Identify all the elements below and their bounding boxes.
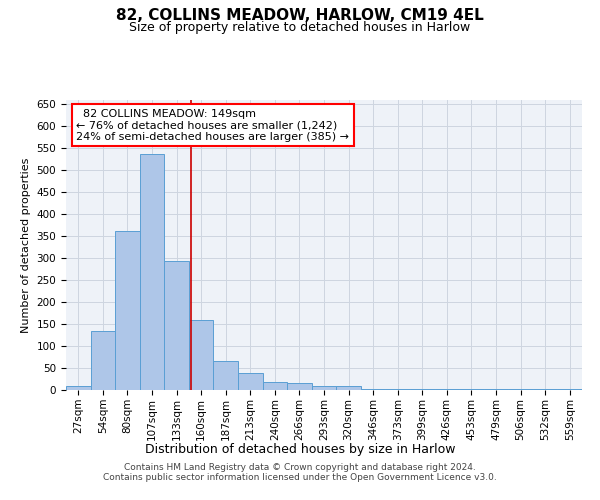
Bar (263, 382, 287, 390)
Bar (164, 262, 189, 390)
Text: Contains public sector information licensed under the Open Government Licence v3: Contains public sector information licen… (103, 472, 497, 482)
Text: Contains HM Land Registry data © Crown copyright and database right 2024.: Contains HM Land Registry data © Crown c… (124, 462, 476, 471)
Bar (238, 374, 263, 390)
Bar (410, 388, 434, 390)
Bar (533, 388, 557, 390)
Bar (557, 388, 582, 390)
Y-axis label: Number of detached properties: Number of detached properties (21, 158, 31, 332)
Bar (385, 388, 410, 390)
Bar (459, 388, 484, 390)
Bar (91, 330, 115, 390)
Bar (214, 360, 238, 390)
Bar (434, 388, 459, 390)
Bar (484, 388, 508, 390)
Text: Size of property relative to detached houses in Harlow: Size of property relative to detached ho… (130, 21, 470, 34)
Bar (508, 388, 533, 390)
Bar (115, 231, 140, 390)
Text: 82 COLLINS MEADOW: 149sqm
← 76% of detached houses are smaller (1,242)
24% of se: 82 COLLINS MEADOW: 149sqm ← 76% of detac… (76, 108, 349, 142)
Bar (336, 386, 361, 390)
Bar (66, 386, 91, 390)
Bar (312, 386, 336, 390)
Bar (140, 154, 164, 390)
Bar (361, 388, 385, 390)
Text: Distribution of detached houses by size in Harlow: Distribution of detached houses by size … (145, 442, 455, 456)
Bar (189, 320, 214, 390)
Text: 82, COLLINS MEADOW, HARLOW, CM19 4EL: 82, COLLINS MEADOW, HARLOW, CM19 4EL (116, 8, 484, 22)
Bar (287, 384, 312, 390)
